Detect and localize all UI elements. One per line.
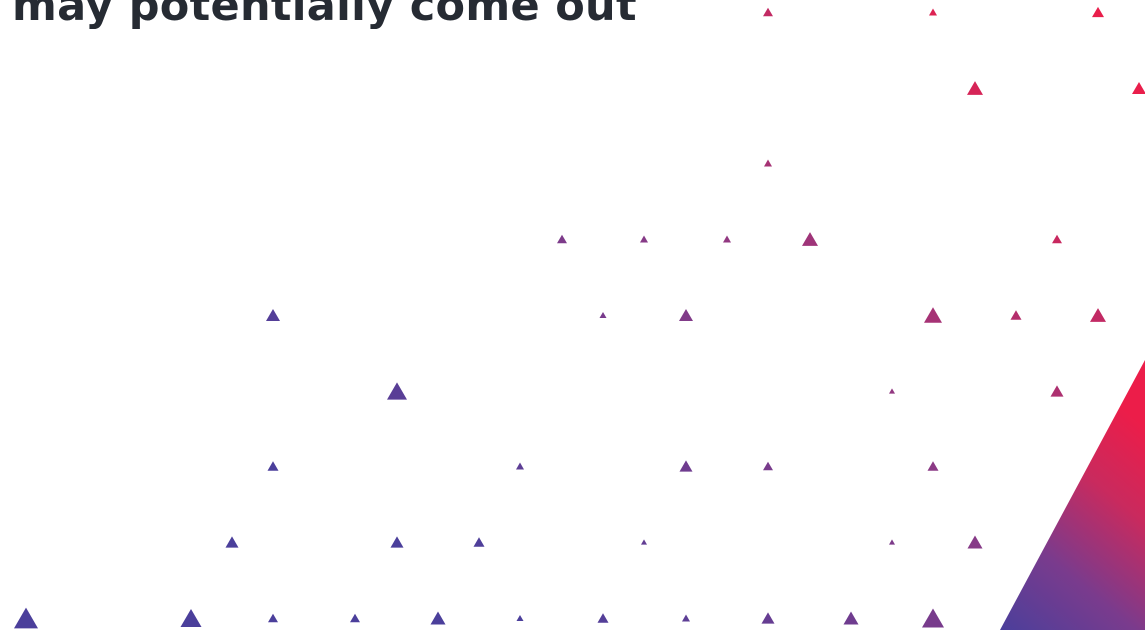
triangle-shape: [516, 614, 524, 622]
triangle-shape: [929, 8, 937, 16]
triangle-shape: [430, 611, 446, 625]
triangle-shape: [723, 235, 731, 243]
triangle-shape: [390, 536, 404, 548]
triangle-shape: [268, 613, 278, 623]
triangle-shape: [1132, 81, 1145, 95]
triangle-shape: [889, 539, 895, 545]
triangle-shape: [1052, 234, 1062, 244]
triangle-shape: [267, 461, 279, 471]
triangle-shape: [350, 613, 360, 623]
scattered-triangles: [14, 6, 1145, 629]
triangle-shape: [1010, 310, 1022, 320]
triangle-shape: [927, 461, 939, 471]
triangle-shape: [557, 234, 567, 244]
triangle-shape: [14, 607, 38, 629]
triangle-shape: [180, 608, 202, 628]
triangle-shape: [679, 460, 693, 472]
triangle-shape: [473, 537, 485, 547]
triangle-shape: [516, 462, 524, 470]
headline: may potentially come out: [12, 0, 637, 31]
triangle-shape: [889, 388, 895, 394]
triangle-shape: [967, 81, 983, 95]
triangle-shape: [967, 535, 983, 549]
triangle-shape: [763, 461, 773, 471]
triangle-shape: [763, 7, 773, 17]
triangle-shape: [682, 614, 690, 622]
triangle-shape: [266, 308, 280, 322]
triangle-shape: [764, 159, 772, 167]
triangle-shape: [1092, 6, 1104, 18]
triangle-shape: [761, 612, 775, 624]
triangle-shape: [225, 536, 239, 548]
triangle-shape: [387, 382, 407, 400]
triangle-shape: [802, 232, 818, 246]
triangle-shape: [641, 539, 647, 545]
triangle-shape: [599, 311, 607, 319]
triangle-shape: [640, 235, 648, 243]
triangle-shape: [597, 613, 609, 623]
triangle-shape: [1090, 308, 1106, 322]
triangle-shape: [843, 611, 859, 625]
triangle-shape: [679, 308, 693, 322]
triangle-shape: [922, 608, 944, 628]
triangle-shape: [1050, 385, 1064, 397]
corner-gradient-triangle: [1000, 360, 1145, 630]
triangle-shape: [924, 307, 942, 323]
